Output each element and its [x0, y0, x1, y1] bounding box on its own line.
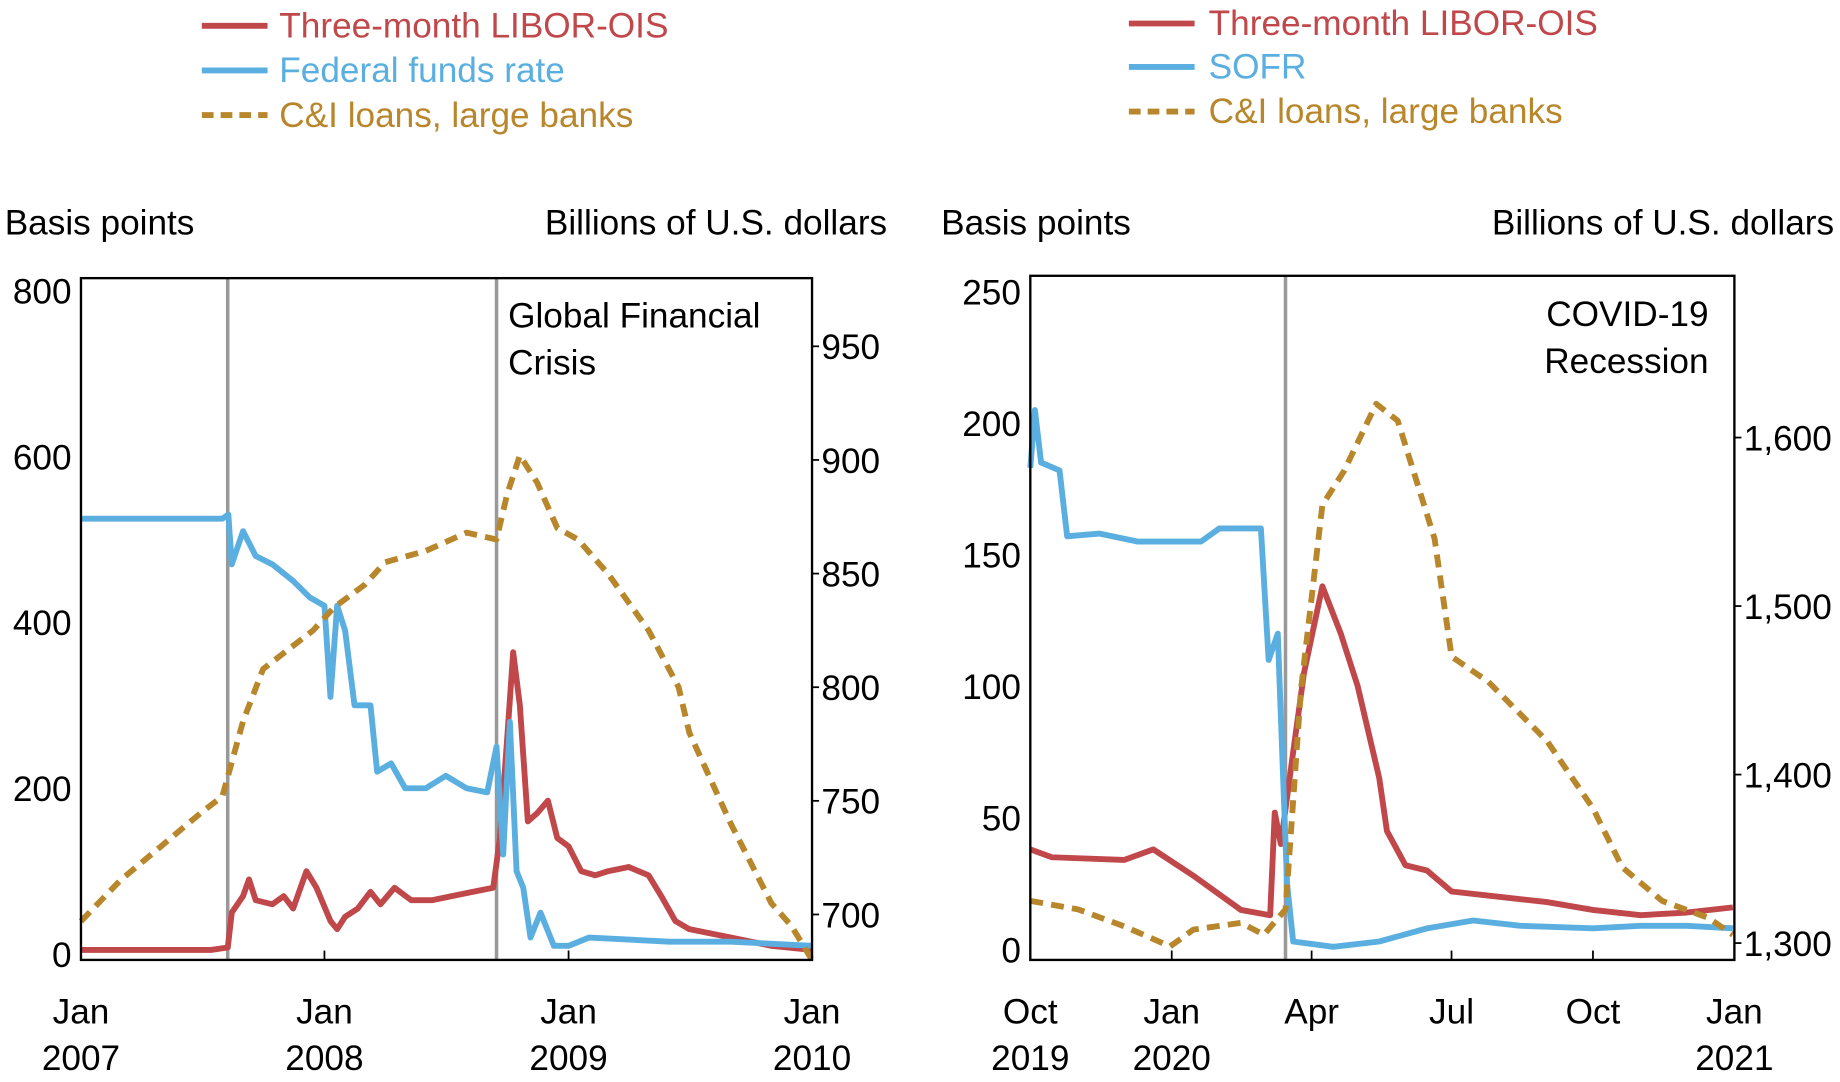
y-axis-left-title: Basis points [941, 204, 1131, 243]
annotation-line-1: COVID-19 [1546, 295, 1708, 334]
series-line-three-month-libor-ois [80, 649, 813, 953]
y-tick-label-right: 800 [821, 669, 880, 708]
x-tick-label-month: Jan [53, 992, 110, 1031]
legend-label-ci-loans: C&I loans, large banks [279, 96, 633, 135]
y-tick-label-right: 750 [821, 783, 880, 822]
y-tick-label-left: 600 [13, 438, 72, 477]
annotation-line-2: Crisis [508, 343, 596, 382]
series-line-three-month-libor-ois [1029, 583, 1734, 919]
y-tick-label-right: 700 [821, 896, 880, 935]
y-axis-right-title: Billions of U.S. dollars [1492, 204, 1834, 243]
x-tick-label-month: Jan [540, 992, 597, 1031]
x-tick-label-month: Jan [784, 992, 841, 1031]
y-tick-label-right: 1,300 [1744, 925, 1832, 964]
legend-label-fed-funds: Federal funds rate [279, 51, 565, 90]
legend-label-ci-loans: C&I loans, large banks [1209, 92, 1563, 131]
y-tick-label-left: 200 [962, 405, 1021, 444]
y-axis-right-title: Billions of U.S. dollars [545, 204, 887, 243]
x-tick-label-month: Oct [1566, 992, 1621, 1031]
x-tick-label-year: 2007 [42, 1039, 120, 1078]
x-tick-label-year: 2010 [773, 1039, 851, 1078]
x-tick-label-year: 2021 [1695, 1039, 1773, 1078]
legend-label-sofr: SOFR [1209, 48, 1307, 87]
x-tick-label-month: Apr [1284, 992, 1339, 1031]
x-tick-label-year: 2020 [1133, 1039, 1211, 1078]
series-line-c-i-loans-large-banks [78, 452, 815, 962]
series-line-sofr [1027, 407, 1734, 950]
y-tick-label-left: 250 [962, 273, 1021, 312]
panel-covid: Three-month LIBOR-OIS SOFR C&I loans, la… [941, 4, 1834, 1078]
x-tick-label-year: 2008 [285, 1039, 363, 1078]
panel-gfc: Three-month LIBOR-OIS Federal funds rate… [5, 7, 887, 1079]
y-tick-label-left: 800 [13, 272, 72, 311]
y-tick-label-left: 50 [982, 800, 1021, 839]
plot-frame [79, 276, 814, 962]
x-tick-label-month: Jan [1706, 992, 1763, 1031]
plot-frame [1029, 274, 1736, 962]
y-tick-label-right: 1,500 [1744, 588, 1832, 627]
y-tick-label-left: 150 [962, 537, 1021, 576]
y-axis-left-title: Basis points [5, 204, 195, 243]
legend-label-libor-ois: Three-month LIBOR-OIS [1209, 4, 1598, 43]
y-tick-label-right: 850 [821, 555, 880, 594]
y-tick-label-left: 0 [52, 936, 72, 975]
legend-label-libor-ois: Three-month LIBOR-OIS [279, 7, 668, 46]
y-tick-label-right: 950 [821, 328, 880, 367]
series-line-c-i-loans-large-banks [1029, 400, 1735, 950]
y-tick-label-right: 1,400 [1744, 756, 1832, 795]
y-tick-label-right: 1,600 [1744, 419, 1832, 458]
x-tick-label-month: Jan [1143, 992, 1200, 1031]
x-tick-label-month: Jan [296, 992, 353, 1031]
y-tick-label-left: 0 [1001, 931, 1021, 970]
annotation-line-1: Global Financial [508, 296, 760, 335]
y-tick-label-left: 200 [13, 770, 72, 809]
x-tick-label-year: 2009 [529, 1039, 607, 1078]
y-tick-label-left: 400 [13, 604, 72, 643]
legend: Three-month LIBOR-OIS SOFR C&I loans, la… [1128, 4, 1598, 131]
x-tick-label-month: Oct [1003, 992, 1058, 1031]
x-tick-label-year: 2019 [991, 1039, 1069, 1078]
annotation-line-2: Recession [1544, 342, 1708, 381]
legend: Three-month LIBOR-OIS Federal funds rate… [201, 7, 668, 135]
series-line-federal-funds-rate [80, 511, 813, 949]
y-tick-label-right: 900 [821, 442, 880, 481]
x-tick-label-month: Jul [1429, 992, 1474, 1031]
y-tick-label-left: 100 [962, 668, 1021, 707]
